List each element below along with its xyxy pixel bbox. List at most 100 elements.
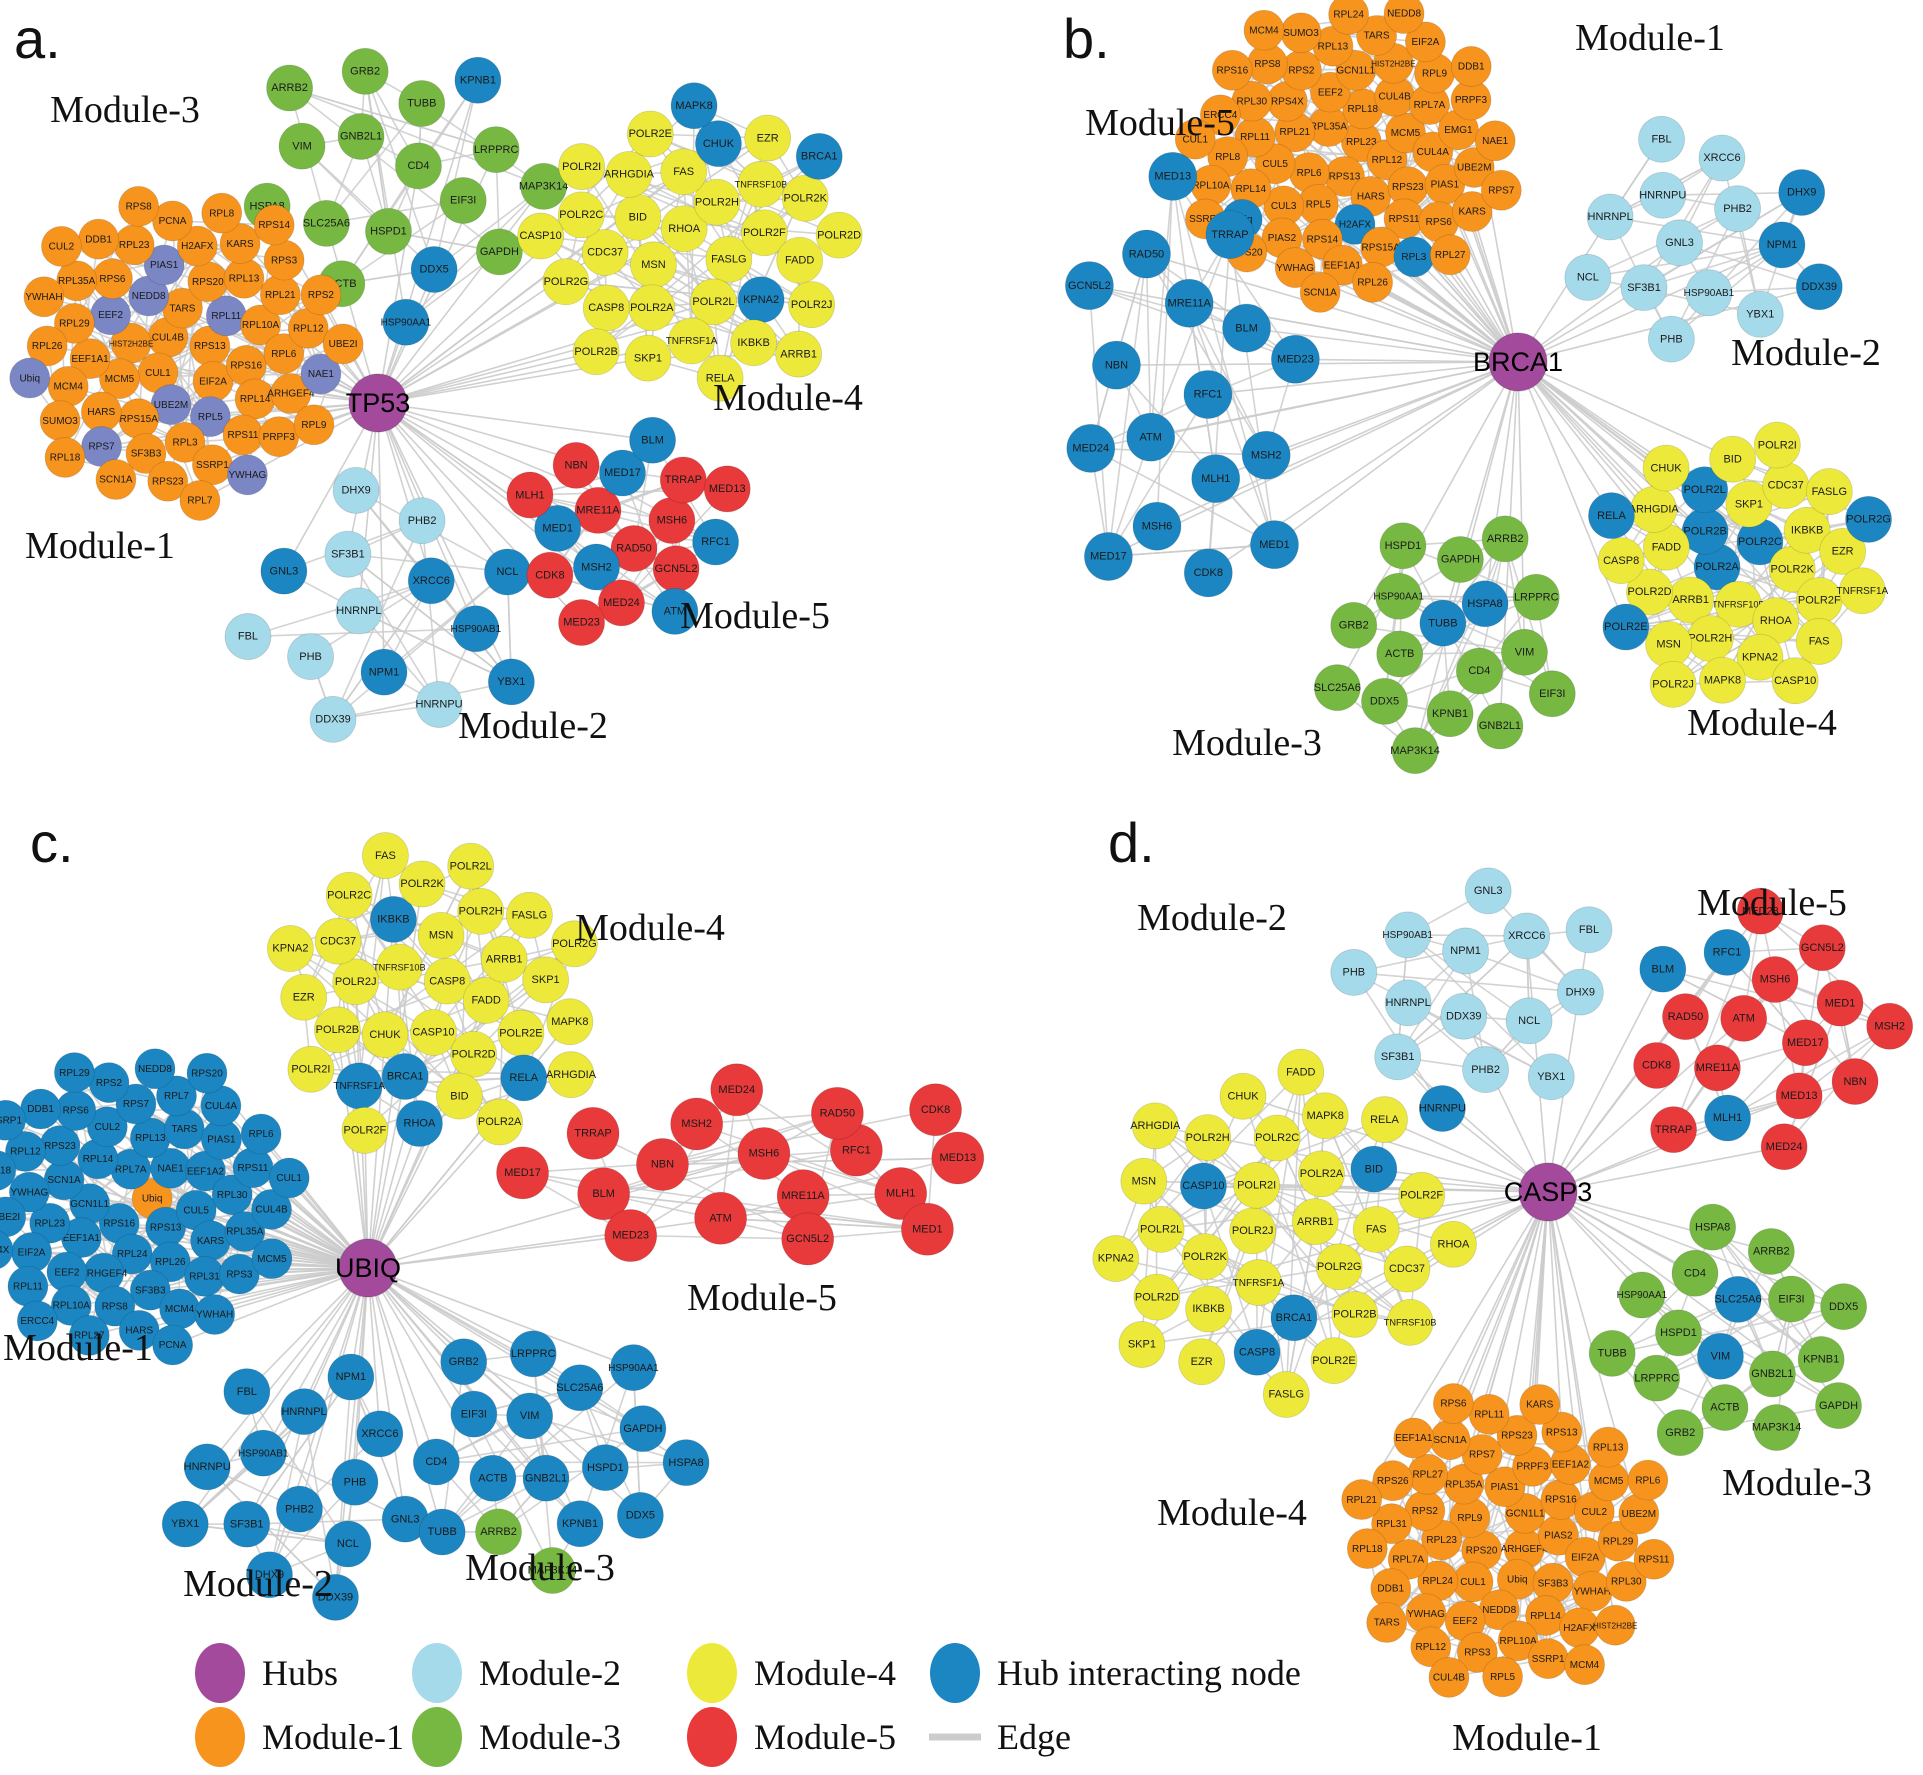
node-SF3B1[interactable] xyxy=(1620,264,1668,311)
node-KPNA2[interactable] xyxy=(1736,633,1784,681)
node-RPL6[interactable] xyxy=(263,333,305,375)
node-LRPPRC[interactable] xyxy=(1633,1354,1681,1402)
node-MCM4[interactable] xyxy=(47,365,89,407)
node-MCM4[interactable] xyxy=(1243,9,1285,51)
node-SSRP1[interactable] xyxy=(0,1099,27,1141)
hub-BRCA1[interactable] xyxy=(1488,332,1548,392)
node-MRE11A[interactable] xyxy=(1164,278,1214,328)
node-TNFRSF1A[interactable] xyxy=(335,1062,383,1110)
node-EZR[interactable] xyxy=(280,973,328,1021)
node-FASLG[interactable] xyxy=(1262,1371,1310,1418)
node-YWHAH[interactable] xyxy=(1571,1570,1613,1612)
node-POLR2C[interactable] xyxy=(1253,1114,1301,1162)
node-DDB1[interactable] xyxy=(1450,46,1492,87)
node-NPM1[interactable] xyxy=(360,648,408,696)
node-CDK8[interactable] xyxy=(1633,1042,1681,1089)
node-TRRAP[interactable] xyxy=(566,1106,620,1160)
node-RPS3[interactable] xyxy=(263,239,305,281)
node-GNB2L1[interactable] xyxy=(522,1454,570,1502)
node-POLR2J[interactable] xyxy=(1229,1207,1277,1255)
node-HNRNPU[interactable] xyxy=(183,1443,231,1491)
node-PHB2[interactable] xyxy=(1462,1046,1509,1093)
node-POLR2J[interactable] xyxy=(332,958,380,1006)
node-ATM[interactable] xyxy=(1720,994,1768,1042)
node-NCL[interactable] xyxy=(484,548,531,596)
node-RPL21[interactable] xyxy=(259,274,301,316)
node-PHB2[interactable] xyxy=(398,497,446,545)
node-PCNA[interactable] xyxy=(152,1324,194,1366)
node-EEF1A1[interactable] xyxy=(69,338,111,379)
node-RPS20[interactable] xyxy=(187,261,229,303)
node-RPL31[interactable] xyxy=(184,1256,225,1297)
node-NBN[interactable] xyxy=(552,441,600,489)
node-RPL9[interactable] xyxy=(293,404,335,446)
node-MED13[interactable] xyxy=(703,465,751,513)
node-RPL27[interactable] xyxy=(68,1315,110,1356)
node-H2AFX[interactable] xyxy=(176,225,218,267)
node-POLR2B[interactable] xyxy=(1331,1290,1379,1338)
node-MLH1[interactable] xyxy=(874,1167,928,1220)
node-CUL2[interactable] xyxy=(86,1106,128,1148)
node-MED1[interactable] xyxy=(901,1202,954,1256)
node-RPL7[interactable] xyxy=(179,480,221,521)
node-HIST2H2BE[interactable] xyxy=(1594,1604,1636,1646)
node-RPL8[interactable] xyxy=(201,192,243,234)
node-RPS11[interactable] xyxy=(222,414,264,456)
node-ARHGDIA[interactable] xyxy=(1131,1102,1179,1150)
node-HSPA8[interactable] xyxy=(1461,580,1509,628)
node-MED23[interactable] xyxy=(1736,887,1784,935)
node-SKP1[interactable] xyxy=(1725,480,1773,528)
node-MSN[interactable] xyxy=(630,241,677,289)
node-POLR2E[interactable] xyxy=(1310,1337,1358,1385)
node-RPL23[interactable] xyxy=(113,224,155,266)
node-HSP90AA1[interactable] xyxy=(1375,572,1423,620)
node-LRPPRC[interactable] xyxy=(472,126,520,173)
node-FASLG[interactable] xyxy=(705,235,753,283)
node-HSP90AB1[interactable] xyxy=(239,1429,287,1477)
node-SCN1A[interactable] xyxy=(1429,1419,1471,1461)
node-KARS[interactable] xyxy=(1451,191,1493,232)
node-ARRB1[interactable] xyxy=(480,935,528,983)
node-MED24[interactable] xyxy=(710,1063,764,1117)
node-TRRAP[interactable] xyxy=(1205,210,1255,260)
node-Ubiq[interactable] xyxy=(9,357,51,399)
node-POLR2G[interactable] xyxy=(1315,1243,1363,1291)
node-XRCC6[interactable] xyxy=(356,1410,404,1458)
node-DDB1[interactable] xyxy=(1370,1568,1412,1609)
node-HNRNPL[interactable] xyxy=(280,1388,328,1436)
node-HNRNPL[interactable] xyxy=(1384,979,1432,1027)
node-RPL11[interactable] xyxy=(205,295,247,337)
node-RPL12[interactable] xyxy=(1410,1626,1452,1668)
node-MSH6[interactable] xyxy=(1132,501,1182,551)
node-DDX5[interactable] xyxy=(616,1492,664,1539)
node-POLR2B[interactable] xyxy=(572,328,620,376)
node-RPS6[interactable] xyxy=(92,258,133,300)
node-ARRB2[interactable] xyxy=(475,1508,522,1556)
node-MED17[interactable] xyxy=(599,449,646,497)
node-FAS[interactable] xyxy=(1795,618,1843,665)
node-GNL3[interactable] xyxy=(260,547,308,595)
node-ARRB1[interactable] xyxy=(1291,1198,1339,1245)
node-DDX39[interactable] xyxy=(309,695,357,743)
node-CDK8[interactable] xyxy=(909,1083,962,1137)
node-RPL6[interactable] xyxy=(240,1113,282,1155)
node-BID[interactable] xyxy=(614,193,662,241)
node-EIF2A[interactable] xyxy=(1404,21,1446,63)
node-RPL11[interactable] xyxy=(1468,1393,1510,1435)
node-POLR2A[interactable] xyxy=(1298,1150,1345,1198)
node-CASP10[interactable] xyxy=(410,1009,457,1056)
node-SSRP1[interactable] xyxy=(191,444,233,486)
node-RPL14[interactable] xyxy=(234,378,276,420)
node-GNB2L1[interactable] xyxy=(337,113,385,160)
node-GNB2L1[interactable] xyxy=(1476,702,1524,750)
node-RHOA[interactable] xyxy=(1430,1220,1477,1268)
node-POLR2K[interactable] xyxy=(1181,1233,1229,1281)
node-RPL5[interactable] xyxy=(1297,183,1339,225)
node-NPM1[interactable] xyxy=(1442,927,1489,975)
node-POLR2L[interactable] xyxy=(1137,1205,1185,1253)
node-MED13[interactable] xyxy=(1148,151,1198,201)
node-HSP90AA1[interactable] xyxy=(382,298,430,346)
node-LRPPRC[interactable] xyxy=(1512,573,1560,621)
node-CDK8[interactable] xyxy=(1183,548,1233,598)
node-RPL30[interactable] xyxy=(1605,1560,1647,1602)
